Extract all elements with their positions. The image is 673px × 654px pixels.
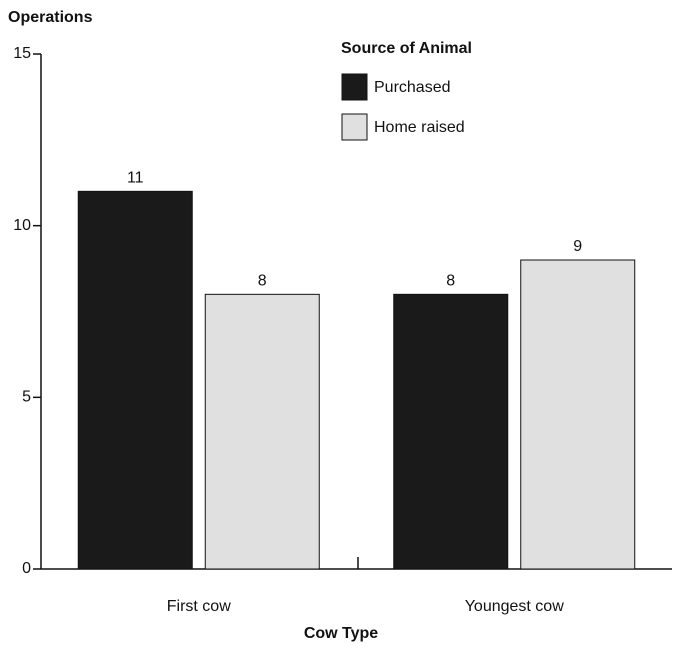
bar <box>77 190 193 570</box>
y-tick-label: 15 <box>13 45 31 62</box>
x-tick-label: Youngest cow <box>465 598 564 615</box>
data-label: 11 <box>127 170 144 187</box>
legend-swatch <box>341 113 368 141</box>
data-label: 9 <box>573 238 582 255</box>
x-tick-label: First cow <box>167 598 231 615</box>
data-label: 8 <box>446 273 455 290</box>
y-tick-label: 5 <box>22 389 31 406</box>
data-label: 8 <box>258 273 267 290</box>
bar <box>204 293 320 570</box>
legend-label: Purchased <box>374 79 451 96</box>
y-axis-title: Operations <box>8 9 93 26</box>
y-tick-label: 10 <box>13 217 31 234</box>
y-tick-label: 0 <box>22 560 31 577</box>
legend-title: Source of Animal <box>341 40 472 57</box>
x-axis-title: Cow Type <box>304 625 378 642</box>
bar <box>520 259 636 570</box>
legend-label: Home raised <box>374 119 465 136</box>
bar <box>393 293 509 570</box>
legend-swatch <box>341 73 368 101</box>
